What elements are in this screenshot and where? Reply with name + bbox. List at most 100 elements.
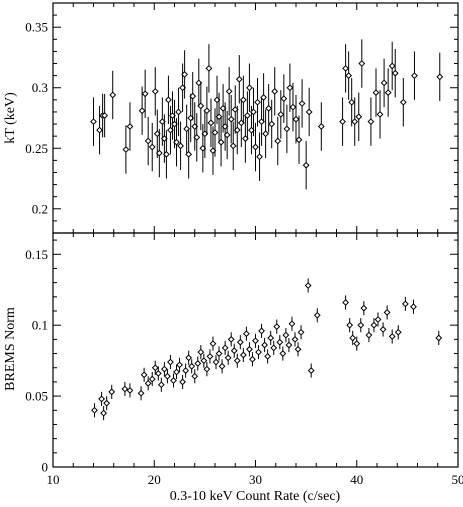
data-point-marker: [189, 92, 197, 100]
data-point-marker: [140, 371, 148, 379]
data-point-marker: [313, 311, 321, 319]
x-tick-label: 50: [452, 472, 463, 487]
x-tick-label: 30: [249, 472, 262, 487]
data-point-marker: [126, 123, 134, 130]
data-point-marker: [108, 388, 116, 396]
data-point-marker: [265, 104, 273, 112]
data-point-marker: [191, 372, 199, 380]
data-point-marker: [372, 89, 380, 96]
data-point-marker: [98, 395, 106, 403]
data-point-marker: [304, 282, 312, 289]
data-point-marker: [212, 358, 220, 366]
data-point-marker: [246, 84, 253, 92]
data-point-marker: [203, 107, 211, 115]
data-point-marker: [137, 389, 145, 397]
kt-panel: 0.2 0.25 0.3 0.35: [25, 2, 459, 234]
data-point-marker: [291, 335, 299, 343]
data-point-marker: [100, 409, 108, 417]
data-point-marker: [243, 112, 251, 119]
data-point-marker: [162, 150, 170, 158]
data-point-marker: [167, 358, 174, 366]
data-point-marker: [227, 335, 235, 343]
x-tick-label: 20: [148, 472, 161, 487]
data-point-marker: [185, 354, 193, 362]
data-point-marker: [302, 161, 310, 169]
data-point-marker: [160, 365, 168, 373]
data-point-marker: [242, 330, 250, 338]
data-point-marker: [411, 72, 418, 80]
data-point-marker: [173, 138, 180, 146]
data-point-marker: [188, 362, 196, 370]
data-point-marker: [101, 112, 109, 119]
data-point-marker: [193, 133, 201, 141]
data-point-marker: [236, 338, 244, 346]
data-point-marker: [148, 375, 156, 383]
data-point-marker: [144, 137, 152, 145]
data-point-marker: [267, 334, 275, 342]
data-point-marker: [224, 354, 232, 362]
data-point-marker: [280, 95, 288, 103]
data-point-marker: [294, 345, 302, 353]
data-point-marker: [342, 299, 350, 306]
data-point-marker: [233, 126, 241, 134]
data-point-marker: [157, 381, 165, 389]
data-point-marker: [279, 350, 287, 357]
data-point-marker: [255, 348, 262, 356]
data-point-marker: [230, 347, 238, 355]
data-point-marker: [154, 369, 162, 377]
data-point-marker: [209, 340, 217, 348]
data-point-marker: [155, 149, 163, 157]
data-point-marker: [273, 323, 281, 331]
data-point-marker: [217, 138, 225, 146]
data-point-marker: [215, 113, 223, 121]
data-point-marker: [342, 64, 350, 72]
data-point-marker: [380, 79, 388, 87]
data-point-marker: [173, 368, 180, 376]
y-tick-label: 0.35: [25, 20, 48, 35]
data-point-marker: [207, 119, 215, 127]
data-point-marker: [355, 113, 363, 121]
data-point-marker: [365, 331, 373, 339]
data-point-marker: [218, 362, 226, 370]
data-point-marker: [260, 94, 268, 101]
data-point-marker: [271, 87, 279, 95]
data-point-marker: [175, 108, 182, 116]
data-point-marker: [252, 337, 259, 345]
data-point-marker: [194, 360, 202, 367]
data-point-marker: [121, 385, 129, 393]
data-point-marker: [197, 348, 205, 356]
data-point-marker: [295, 136, 303, 144]
data-point-marker: [357, 321, 365, 329]
data-point-marker: [90, 118, 97, 126]
data-point-marker: [233, 357, 241, 365]
data-point-marker: [250, 108, 257, 116]
data-point-marker: [229, 142, 237, 150]
data-point-marker: [297, 328, 305, 336]
y-tick-label: 0.15: [25, 247, 48, 262]
data-point-marker: [277, 110, 285, 118]
data-point-marker: [283, 125, 291, 133]
data-point-marker: [256, 153, 263, 161]
data-point-marker: [282, 331, 290, 339]
data-point-marker: [292, 115, 300, 123]
data-point-marker: [262, 130, 270, 138]
y-tick-label: 0.05: [25, 389, 48, 404]
data-point-marker: [410, 303, 417, 311]
data-point-marker: [239, 351, 247, 359]
data-point-marker: [221, 344, 229, 352]
data-point-marker: [307, 367, 315, 374]
data-point-marker: [141, 90, 149, 98]
data-point-marker: [249, 355, 256, 363]
data-point-marker: [339, 118, 346, 126]
x-tick-label: 10: [47, 472, 60, 487]
data-point-marker: [305, 108, 313, 116]
data-point-marker: [258, 327, 265, 335]
data-point-marker: [379, 326, 387, 333]
data-point-marker: [358, 60, 366, 67]
data-point-marker: [374, 316, 382, 323]
data-point-marker: [383, 309, 391, 316]
y-tick-label: 0.3: [32, 80, 48, 95]
x-tick-label: 40: [350, 472, 363, 487]
data-point-marker: [286, 84, 294, 92]
plot-frame: [52, 2, 459, 234]
